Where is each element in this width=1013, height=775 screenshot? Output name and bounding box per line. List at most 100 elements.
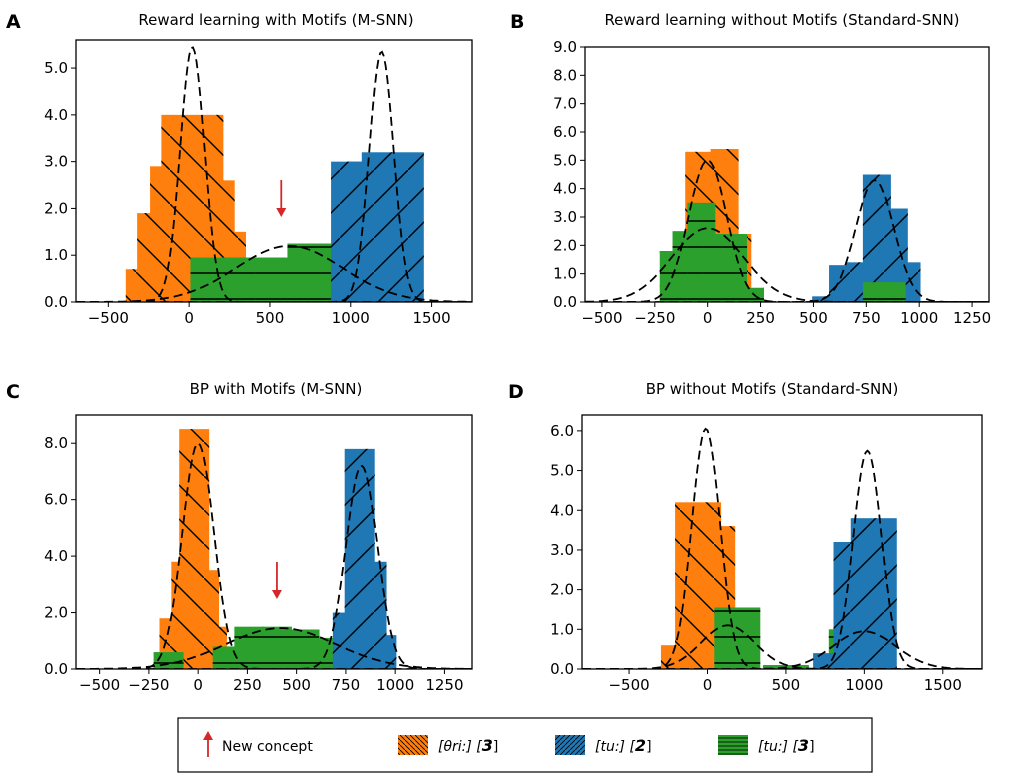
x-tick-label: 1250: [425, 676, 463, 694]
y-tick-label: 6.0: [550, 422, 574, 440]
y-tick-label: 3.0: [550, 541, 574, 559]
new-concept-arrow-head: [276, 208, 287, 217]
density-curve: [582, 449, 982, 669]
y-tick-label: 0.0: [553, 293, 577, 311]
bar-hatch-green: [261, 626, 292, 669]
y-tick-label: 5.0: [553, 151, 577, 169]
x-tick-label: 0: [184, 309, 194, 327]
x-tick-label: 500: [799, 309, 828, 327]
bar-hatch-green: [877, 282, 906, 302]
y-tick-label: 0.0: [550, 660, 574, 678]
bar-hatch-green: [735, 287, 764, 302]
x-tick-label: −250: [634, 309, 675, 327]
y-tick-label: 0.0: [44, 293, 68, 311]
y-tick-label: 6.0: [553, 123, 577, 141]
x-tick-label: −500: [608, 676, 649, 694]
bar-hatch-blue: [812, 296, 841, 302]
y-tick-label: 4.0: [553, 180, 577, 198]
panel-title: BP with Motifs (M-SNN): [190, 380, 363, 398]
y-tick-label: 7.0: [553, 95, 577, 113]
axes-frame: [581, 414, 983, 670]
y-tick-label: 9.0: [553, 38, 577, 56]
x-tick-label: 1250: [953, 309, 991, 327]
axes-frame: [584, 46, 990, 303]
x-tick-label: 250: [746, 309, 775, 327]
bar-hatch-blue: [361, 152, 424, 302]
y-tick-label: 2.0: [550, 581, 574, 599]
y-tick-label: 4.0: [550, 501, 574, 519]
bar-hatch-green: [289, 629, 320, 669]
new-concept-arrow-head: [271, 590, 282, 599]
density-curve: [585, 159, 989, 302]
bar-hatch-green: [714, 607, 761, 669]
panel-letter: D: [508, 381, 524, 403]
x-tick-label: 0: [703, 309, 713, 327]
legend-frame: [177, 717, 873, 773]
density-curve: [582, 427, 982, 669]
bar-hatch-green: [234, 626, 265, 669]
x-tick-label: −500: [79, 676, 120, 694]
y-tick-label: 5.0: [44, 59, 68, 77]
plot-area: [76, 46, 472, 302]
density-curve: [582, 624, 982, 669]
panel-b: B Reward learning without Motifs (Standa…: [510, 11, 991, 327]
y-tick-label: 8.0: [44, 434, 68, 452]
x-tick-label: −250: [128, 676, 169, 694]
panel-title: Reward learning without Motifs (Standard…: [604, 11, 959, 29]
x-tick-label: 750: [852, 309, 881, 327]
panel-title: Reward learning with Motifs (M-SNN): [138, 11, 413, 29]
y-tick-label: 0.0: [44, 660, 68, 678]
panel-a: A Reward learning with Motifs (M-SNN) −5…: [6, 11, 473, 327]
x-tick-label: 250: [233, 676, 262, 694]
y-tick-label: 4.0: [44, 106, 68, 124]
y-tick-label: 8.0: [553, 66, 577, 84]
y-tick-label: 4.0: [44, 547, 68, 565]
density-curve: [585, 179, 989, 302]
legend-item-green: [tu:] [3]: [718, 735, 815, 755]
arrow-head-icon: [203, 731, 213, 740]
x-tick-label: 1500: [924, 676, 962, 694]
y-tick-label: 1.0: [44, 246, 68, 264]
x-tick-label: 1000: [376, 676, 414, 694]
legend-new-concept: New concept: [203, 731, 313, 757]
y-tick-label: 1.0: [550, 620, 574, 638]
panel-letter: B: [510, 11, 524, 33]
legend-item-label: [θri:] [3]: [438, 736, 498, 755]
panel-letter: A: [6, 11, 21, 33]
x-tick-label: 500: [282, 676, 311, 694]
density-curve: [585, 227, 989, 302]
x-tick-label: 1000: [845, 676, 883, 694]
density-curve: [76, 627, 472, 669]
density-curve: [582, 630, 982, 669]
legend-new-concept-label: New concept: [222, 739, 313, 755]
panel-c: C BP with Motifs (M-SNN) −500 −250 0 250 500…: [6, 380, 473, 694]
x-tick-label: 750: [332, 676, 361, 694]
density-curve: [76, 245, 472, 302]
y-tick-label: 3.0: [44, 153, 68, 171]
panel-letter: C: [6, 381, 20, 403]
legend-swatch-hatch: [555, 735, 585, 755]
x-tick-label: 500: [772, 676, 801, 694]
x-tick-label: −500: [581, 309, 622, 327]
x-tick-label: 0: [703, 676, 713, 694]
legend-swatch-hatch: [398, 735, 428, 755]
axes-frame: [75, 414, 473, 670]
y-tick-label: 2.0: [44, 199, 68, 217]
plot-area: [76, 429, 472, 669]
x-tick-label: −500: [88, 309, 129, 327]
panel-d: D BP without Motifs (Standard-SNN) −500 0…: [508, 380, 983, 694]
legend-item-label: [tu:] [2]: [595, 736, 652, 755]
bar-hatch-blue: [850, 518, 897, 669]
panel-title: BP without Motifs (Standard-SNN): [646, 380, 899, 398]
y-tick-label: 3.0: [553, 208, 577, 226]
legend: New concept [θri:] [3] [tu:] [2] [tu:] […: [177, 717, 873, 773]
legend-item-orange: [θri:] [3]: [398, 735, 498, 755]
x-tick-label: 1000: [332, 309, 370, 327]
legend-item-label: [tu:] [3]: [758, 736, 815, 755]
x-tick-label: 500: [256, 309, 285, 327]
y-tick-label: 5.0: [550, 462, 574, 480]
plot-area: [582, 427, 982, 669]
x-tick-label: 1000: [900, 309, 938, 327]
x-tick-label: 0: [193, 676, 203, 694]
x-tick-label: 1500: [412, 309, 450, 327]
